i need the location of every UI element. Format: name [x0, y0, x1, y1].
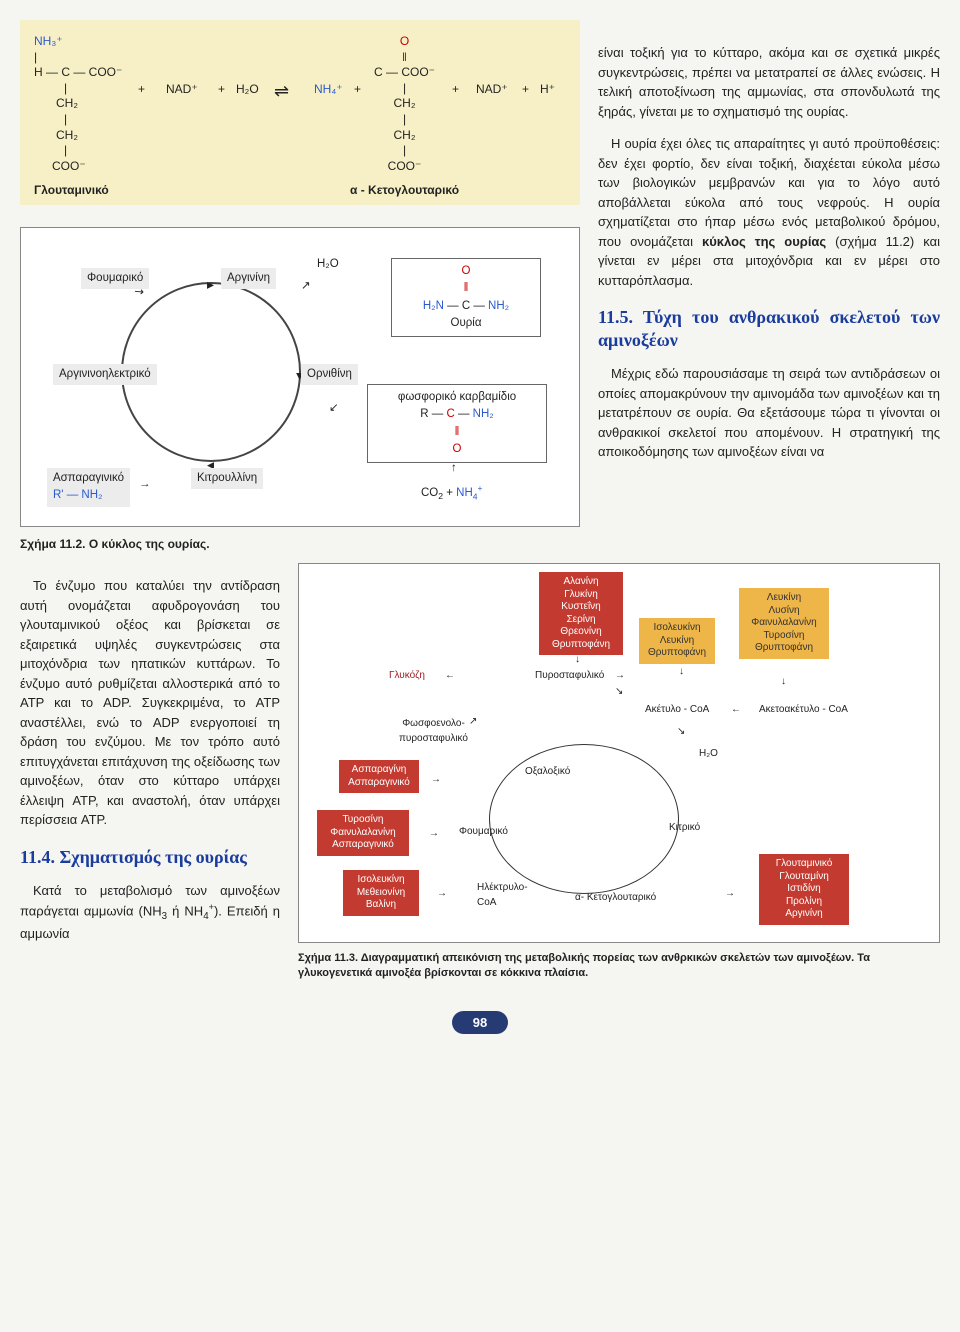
h2o-label: H₂O [699, 746, 718, 761]
heading-11-5: 11.5. Τύχη του ανθρακικού σκελετού των α… [598, 306, 940, 351]
p-urea: Η ουρία έχει όλες τις απαραίτητες γι αυτ… [598, 134, 940, 290]
aketoglutarate-label: α - Κετογλουταρικό [350, 183, 459, 199]
metab-caption: Σχήμα 11.3. Διαγραμματική απεικόνιση της… [298, 951, 940, 981]
amino-iso2-group: Ισολευκίνη Μεθειονίνη Βαλίνη [343, 870, 419, 916]
co2-nh4: CO2 + NH4+ [421, 483, 482, 503]
citric-label: Κιτρικό [669, 820, 700, 835]
heading-11-4: 11.4. Σχηματισμός της ουρίας [20, 846, 280, 869]
p-115: Μέχρις εδώ παρουσιάσαμε τη σειρά των αντ… [598, 364, 940, 462]
p-toxic: είναι τοξική για το κύτταρο, ακόμα και σ… [598, 43, 940, 121]
amino-tyr-group: Τυροσίνη Φαινυλαλανίνη Ασπαραγινικό [317, 810, 409, 856]
aketo-label: α- Κετογλουταρικό [575, 890, 656, 905]
pep-label: Φωσφοενολο- πυροσταφυλικό [399, 716, 468, 746]
glutamate-label: Γλουταμινικό [34, 183, 109, 199]
amino-leu-group: Λευκίνη Λυσίνη Φαινυλαλανίνη Τυροσίνη Θρ… [739, 588, 829, 659]
amino-iso-group: Ισολευκίνη Λευκίνη Θρυπτοφάνη [639, 618, 715, 664]
fumaric-label: Φουμαρικό [459, 824, 508, 839]
node-aspartic: Ασπαραγινικό R' — NH₂ [47, 468, 130, 507]
cycle-caption: Σχήμα 11.2. Ο κύκλος της ουρίας. [20, 535, 580, 553]
pyruvate-label: Πυροσταφυλικό [535, 668, 604, 683]
nh3-label: NH₃⁺ [34, 34, 122, 50]
amino-ala-group: Αλανίνη Γλυκίνη Κυστεΐνη Σερίνη Θρεονίνη… [539, 572, 623, 655]
tca-ring [489, 744, 679, 894]
amino-glu-group: Γλουταμινικό Γλουταμίνη Ιστιδίνη Προλίνη… [759, 854, 849, 925]
carbamyl-box: φωσφορικό καρβαμίδιο R — C — NH₂ ‖ O [367, 384, 547, 463]
node-ornithine: Ορνιθίνη [301, 364, 358, 385]
node-arginino: Αργινινοηλεκτρικό [53, 364, 157, 385]
acetoacetyl-label: Ακετοακέτυλο - CoA [759, 702, 848, 717]
acetyl-label: Ακέτυλο - CoA [645, 702, 709, 717]
p-enzyme: Το ένζυμο που καταλύει την αντίδραση αυτ… [20, 576, 280, 830]
node-arginine: Αργινίνη [221, 268, 276, 289]
amino-asp-group: Ασπαραγίνη Ασπαραγινικό [339, 760, 419, 793]
urea-cycle-panel: ▸ ▸ ▸ ▸ Φουμαρικό Αργινίνη Αργινινοηλεκτ… [20, 227, 580, 527]
cycle-h2o: H₂O [317, 256, 339, 273]
p-114: Κατά το μεταβολισμό των αμινοξέων παράγε… [20, 881, 280, 944]
glucose-label: Γλυκόζη [389, 668, 425, 683]
oxalo-label: Οξαλοξικό [525, 764, 570, 779]
reaction-panel: NH₃⁺ | H — C — COO⁻ | CH₂ | CH₂ | COO⁻ +… [20, 20, 580, 205]
node-citrulline: Κιτρουλλίνη [191, 468, 263, 489]
page-number: 98 [452, 1011, 508, 1035]
hccoo: H — C — COO⁻ [34, 65, 122, 81]
metabolic-panel: Αλανίνη Γλυκίνη Κυστεΐνη Σερίνη Θρεονίνη… [298, 563, 940, 943]
succ-label: Ηλέκτρυλο- CoA [477, 880, 528, 910]
urea-box: O ‖ H₂N — C — NH₂ Ουρία [391, 258, 541, 337]
